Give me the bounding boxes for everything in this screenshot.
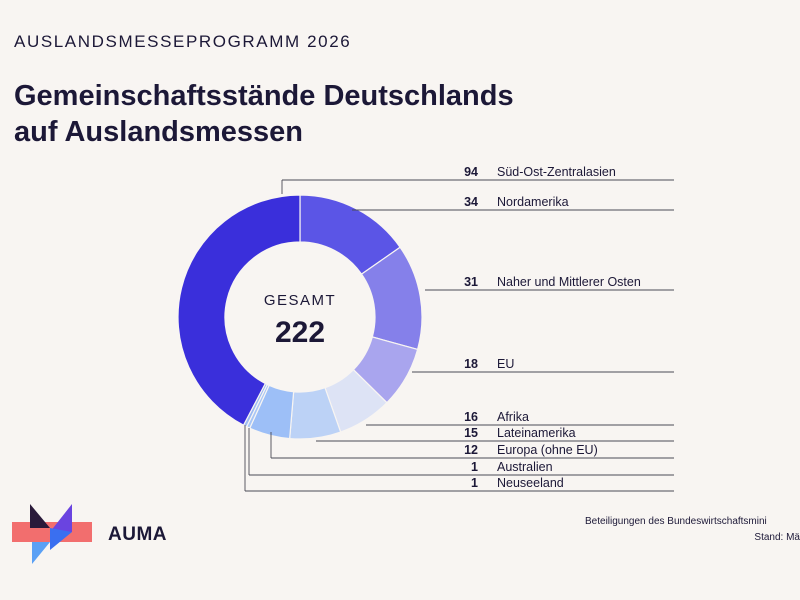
leader-line-neuseeland <box>244 425 674 492</box>
logo-text: AUMA <box>108 524 167 545</box>
value-label-europa-ohne-eu: 12 <box>464 443 478 457</box>
category-label-neuseeland: Neuseeland <box>497 476 564 490</box>
category-label-europa-ohne-eu: Europa (ohne EU) <box>497 443 598 457</box>
donut-slices <box>177 194 423 440</box>
category-label-naher-und-mittlerer-osten: Naher und Mittlerer Osten <box>497 275 641 289</box>
page-title: Gemeinschaftsstände Deutschlands auf Aus… <box>14 78 514 150</box>
leader-lines <box>244 179 674 492</box>
title-line-1: Gemeinschaftsstände Deutschlands <box>14 80 514 112</box>
kicker: AUSLANDSMESSEPROGRAMM 2026 <box>14 32 352 51</box>
value-label-naher-und-mittlerer-osten: 31 <box>464 275 478 289</box>
category-label-australien: Australien <box>497 460 553 474</box>
slice-s-d-ost-zentralasien <box>177 194 301 426</box>
value-label-neuseeland: 1 <box>471 476 478 490</box>
value-label-nordamerika: 34 <box>464 195 478 209</box>
category-label-afrika: Afrika <box>497 410 529 424</box>
footnote-line-1: Beteiligungen des Bundeswirtschaftsmini <box>585 516 767 527</box>
category-label-s-d-ost-zentralasien: Süd-Ost-Zentralasien <box>497 165 616 179</box>
value-label-eu: 18 <box>464 357 478 371</box>
category-label-lateinamerika: Lateinamerika <box>497 426 576 440</box>
category-label-nordamerika: Nordamerika <box>497 195 569 209</box>
value-label-s-d-ost-zentralasien: 94 <box>464 165 478 179</box>
value-label-afrika: 16 <box>464 410 478 424</box>
category-label-eu: EU <box>497 357 514 371</box>
footnote-line-2: Stand: Mä <box>754 532 800 543</box>
leader-line-s-d-ost-zentralasien <box>281 179 674 194</box>
leader-line-australien <box>248 428 674 476</box>
legend-labels: 94 Süd-Ost-Zentralasien 34 Nordamerika 31 Nah… <box>464 165 641 490</box>
auma-logo-icon <box>12 504 92 564</box>
center-label: GESAMT <box>264 292 336 309</box>
leader-line-europa-ohne-eu <box>270 432 674 459</box>
center-total: 222 <box>275 316 325 349</box>
value-label-australien: 1 <box>471 460 478 474</box>
footnote: Beteiligungen des Bundeswirtschaftsmini … <box>585 514 800 546</box>
title-line-2: auf Auslandsmessen <box>14 116 304 148</box>
value-label-lateinamerika: 15 <box>464 426 478 440</box>
